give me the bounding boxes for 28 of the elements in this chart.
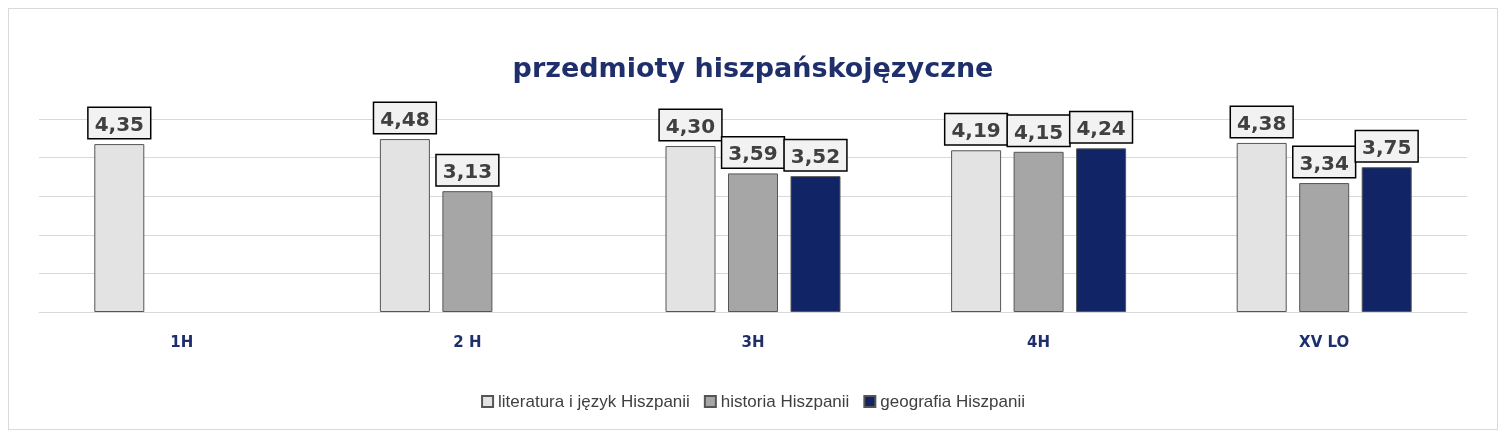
data-label: 3,75 xyxy=(1362,135,1412,160)
data-label: 4,48 xyxy=(380,107,430,132)
bar xyxy=(442,191,493,312)
bar xyxy=(1013,151,1064,312)
x-tick-label: 2 H xyxy=(453,332,482,351)
chart-title: przedmioty hiszpańskojęzyczne xyxy=(512,52,994,83)
bar xyxy=(728,173,778,312)
data-label: 3,59 xyxy=(728,141,778,166)
data-label: 4,24 xyxy=(1076,116,1126,141)
data-label: 4,38 xyxy=(1237,110,1287,135)
data-label: 4,30 xyxy=(665,114,716,139)
data-label: 3,13 xyxy=(442,159,493,184)
x-tick-label: 3H xyxy=(741,332,765,351)
data-label: 3,34 xyxy=(1299,151,1349,176)
legend-label: historia Hiszpanii xyxy=(720,392,850,411)
legend-label: geografia Hiszpanii xyxy=(880,392,1025,411)
x-tick-label: 1H xyxy=(170,332,194,351)
legend-label: literatura i język Hiszpanii xyxy=(498,392,690,411)
data-label: 4,35 xyxy=(94,112,144,137)
data-label: 4,15 xyxy=(1013,119,1064,144)
data-label: 4,19 xyxy=(951,118,1001,143)
data-label: 3,52 xyxy=(790,144,841,169)
bar xyxy=(1076,148,1127,312)
x-tick-label: 4H xyxy=(1027,332,1051,351)
x-tick-label: XV LO xyxy=(1299,332,1350,351)
bar xyxy=(1361,167,1412,312)
bar xyxy=(790,176,841,312)
bar xyxy=(1299,183,1350,312)
